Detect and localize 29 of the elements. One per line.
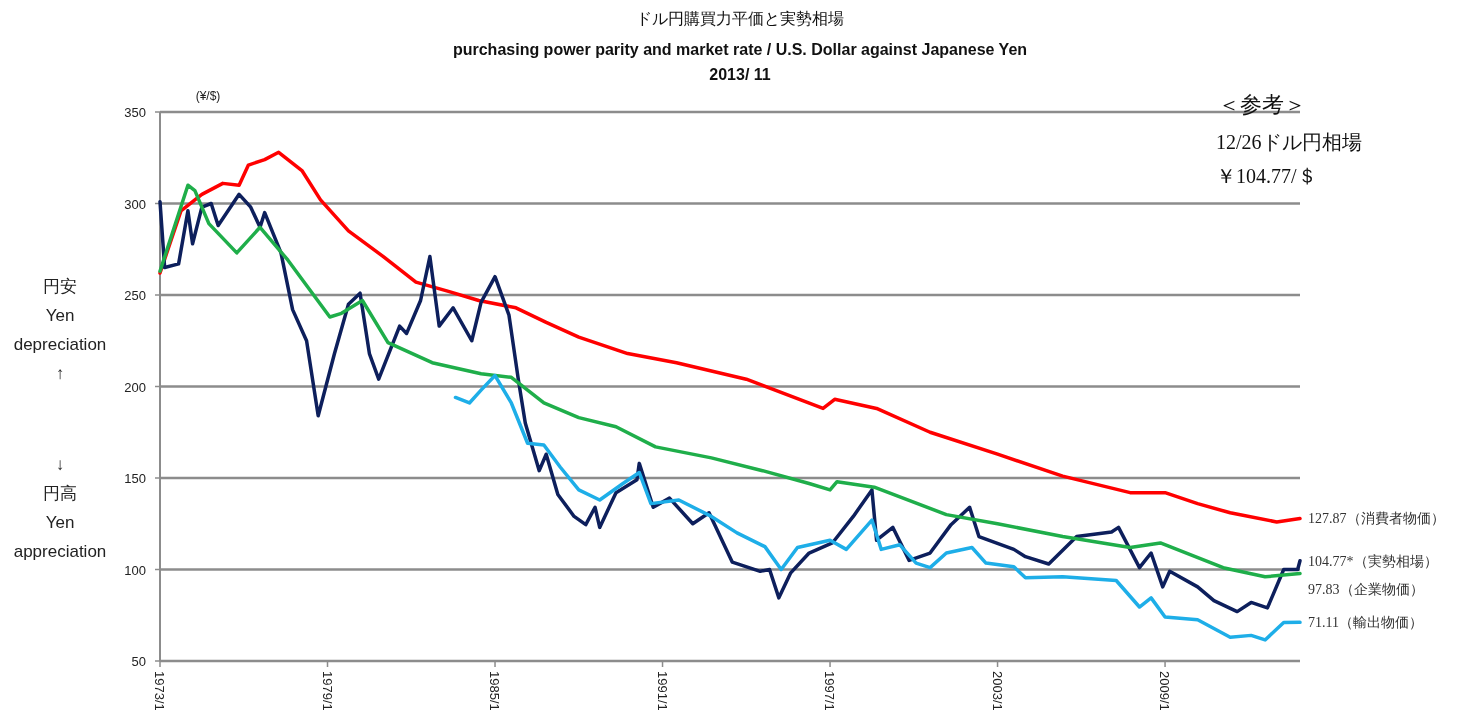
line-series <box>158 150 1302 524</box>
y-axis-title: 円安 Yen depreciation ↑ <box>13 277 107 383</box>
y-tick-label: 150 <box>124 471 146 486</box>
y-tick-label: 250 <box>124 288 146 303</box>
series-label: 104.77*（実勢相場） <box>1308 553 1438 569</box>
annotation: ￥104.77/＄ <box>1216 165 1317 187</box>
annotation: ＜参考＞ <box>1218 92 1306 117</box>
y-tick-label: 300 <box>124 196 146 212</box>
series-label: 127.87（消費者物価） <box>1308 511 1445 527</box>
annotation: 12/26ドル円相場 <box>1216 131 1362 153</box>
y-tick-label: 200 <box>124 379 146 395</box>
y-tick-label: 100 <box>124 562 146 578</box>
series-label: 97.83（企業物価） <box>1308 581 1424 597</box>
series-label: 71.11（輸出物価） <box>1308 615 1423 631</box>
line-series <box>453 373 1302 642</box>
x-tick-label: 1979/1 <box>319 671 335 711</box>
y-tick-label: 50 <box>131 654 146 669</box>
x-tick-label: 2003/1 <box>989 671 1005 711</box>
y-tick-label: 350 <box>124 105 146 120</box>
x-tick-label: 1985/1 <box>487 671 503 711</box>
x-tick-label: 1991/1 <box>654 671 670 711</box>
chart-subtitle: purchasing power parity and market rate / U.S. Dollar against Japanese Yen <box>452 41 1028 58</box>
text: ↓ 円高 Yen appreciation <box>13 455 107 561</box>
x-tick-label: 1997/1 <box>822 671 838 711</box>
x-tick-label: 1973/1 <box>152 671 167 711</box>
text: (¥/$) <box>195 89 221 103</box>
chart-title: ドル円購買力平価と実勢相場 <box>636 10 844 27</box>
text: 2013/ 11 <box>709 66 771 83</box>
x-tick-label: 2009/1 <box>1157 671 1173 711</box>
